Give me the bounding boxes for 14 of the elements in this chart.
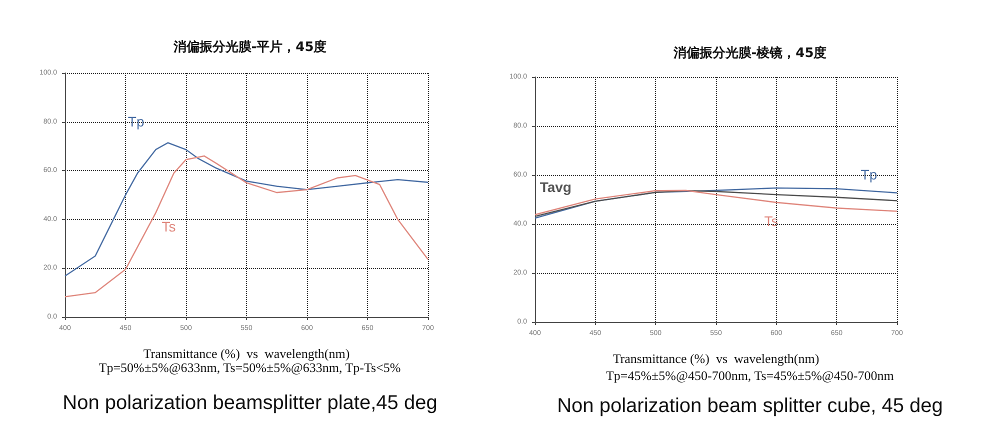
chart-title: 消偏振分光膜-平片，45度	[172, 39, 327, 55]
x-axis-title: Transmittance (%) vs wavelength(nm)	[612, 351, 820, 366]
chart-title: 消偏振分光膜-棱镜，45度	[672, 45, 827, 61]
text: Tp=50%±5%@633nm, Ts=50%±5%@633nm, Tp-Ts<5%	[98, 360, 401, 375]
text: Tp=45%±5%@450-700nm, Ts=45%±5%@450-700nm	[606, 368, 894, 383]
line-series	[64, 155, 429, 298]
line-series	[64, 142, 429, 277]
text: Non polarization beamsplitter plate,45 deg	[62, 392, 438, 414]
series-label: Tavg	[540, 178, 572, 195]
series-label: Ts	[162, 218, 176, 234]
series-label: Tp	[860, 166, 878, 183]
series-label: Tp	[128, 113, 144, 130]
x-axis-title: Transmittance (%) vs wavelength(nm)	[143, 346, 350, 361]
text: Non polarization beam splitter cube, 45 deg	[557, 395, 943, 417]
